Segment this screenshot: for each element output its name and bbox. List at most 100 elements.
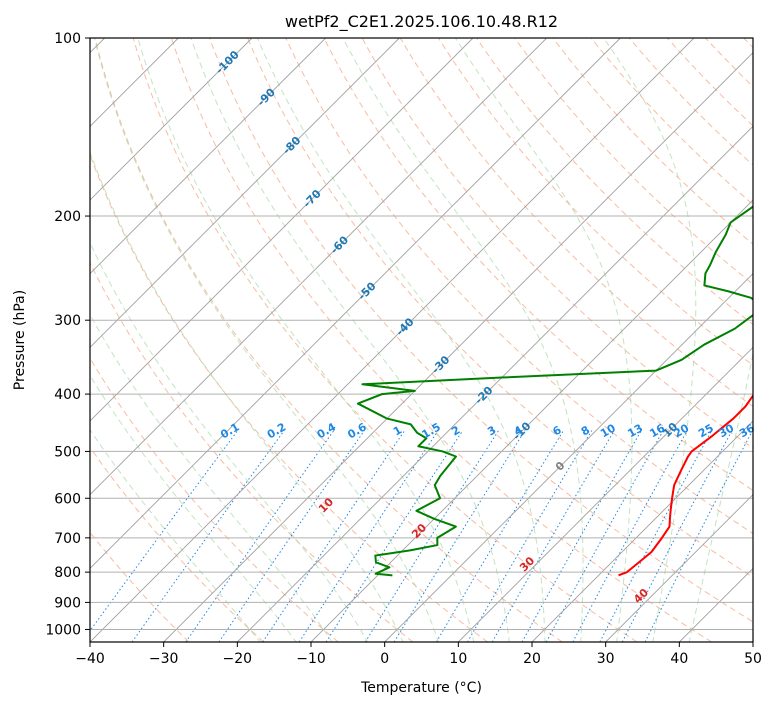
dry-adiabat-line	[743, 38, 753, 49]
mixing-ratio-label: 0.2	[265, 420, 288, 441]
x-tick-label: 0	[380, 651, 389, 667]
dry-adiabat-line	[590, 38, 753, 206]
mixing-ratio-label: 0.1	[218, 420, 241, 441]
y-tick-label: 1000	[45, 622, 81, 638]
moist-adiabat-line	[90, 313, 333, 642]
isotherm-line	[605, 494, 753, 642]
temperature-profile-line	[618, 393, 753, 577]
x-tick-label: 20	[523, 651, 541, 667]
mixing-ratio-line	[364, 430, 499, 642]
plot-frame	[89, 37, 754, 643]
dry-adiabat-line	[438, 38, 753, 366]
isotherm-line	[90, 38, 621, 569]
y-tick-label: 400	[54, 387, 81, 403]
isotherm-line	[90, 38, 326, 275]
moist-adiabat-line	[90, 374, 297, 642]
isotherm-line	[458, 346, 753, 642]
mixing-ratio-label: 0.4	[315, 420, 339, 441]
isotherm-line	[90, 38, 695, 642]
mixing-ratio-line	[467, 430, 593, 642]
dry-adiabat-line	[170, 38, 712, 642]
isotherm-line	[90, 38, 400, 348]
dry-adiabat-line	[399, 38, 753, 408]
dry-adiabat-line	[476, 38, 753, 326]
dry-adiabat-line	[705, 38, 753, 88]
mixing-ratio-line	[599, 430, 713, 642]
y-tick-label: 600	[54, 491, 81, 507]
chart-title: wetPf2_C2E1.2025.106.10.48.R12	[285, 12, 558, 32]
x-tick-label: −40	[75, 651, 105, 667]
dry-adiabat-label: 40	[631, 586, 651, 606]
moist-adiabat-line	[190, 38, 510, 642]
mixing-ratio-label: 13	[625, 421, 645, 440]
mixing-ratio-line	[491, 430, 615, 642]
mixing-ratio-line	[90, 430, 239, 632]
moist-adiabat-line	[90, 150, 404, 642]
dry-adiabat-line	[247, 38, 753, 578]
moist-adiabat-line	[454, 38, 633, 642]
mixing-ratio-label: 6	[550, 423, 563, 438]
mixing-ratio-label: 1.5	[419, 420, 442, 441]
isotherm-line	[531, 420, 753, 642]
moist-adiabat-line	[137, 38, 475, 642]
dry-adiabat-line	[667, 38, 753, 127]
dry-adiabat-line	[90, 357, 339, 642]
isotherm-line	[384, 273, 753, 642]
mixing-ratio-line	[572, 430, 688, 642]
dry-adiabat-line	[90, 531, 190, 642]
moist-adiabat-line	[90, 428, 261, 642]
y-tick-label: 700	[54, 531, 81, 547]
dry-adiabat-line	[94, 38, 563, 642]
mixing-ratio-line	[185, 430, 335, 642]
dry-adiabat-line	[323, 38, 753, 492]
isotherm-line	[90, 38, 253, 201]
y-tick-label: 900	[54, 595, 81, 611]
isotherm-line	[752, 641, 753, 642]
dry-adiabat-line	[285, 38, 753, 535]
mixing-ratio-label: 0.6	[345, 420, 369, 441]
y-tick-label: 100	[54, 31, 81, 47]
y-tick-label: 500	[54, 444, 81, 460]
mixing-ratio-line	[521, 430, 642, 642]
y-axis-label: Pressure (hPa)	[12, 290, 28, 390]
x-tick-label: −10	[296, 651, 326, 667]
y-tick-label: 800	[54, 565, 81, 581]
y-tick-label: 300	[54, 313, 81, 329]
mixing-ratio-label: 10	[598, 421, 618, 440]
mixing-ratio-line	[435, 430, 564, 642]
moist-adiabat-line	[93, 38, 439, 642]
x-tick-label: 30	[597, 651, 615, 667]
moist-adiabat-line	[688, 351, 753, 642]
isotherm-line	[163, 52, 753, 642]
mixing-ratio-line	[644, 430, 753, 642]
mixing-ratio-line	[131, 430, 285, 642]
mixing-ratio-label: 2	[449, 423, 462, 438]
x-tick-label: 50	[744, 651, 762, 667]
moist-adiabat-line	[603, 38, 697, 642]
mixing-ratio-label: 30	[716, 421, 736, 440]
dry-adiabat-line	[132, 38, 638, 642]
moist-adiabat-line	[90, 241, 369, 642]
dry-adiabat-line	[628, 38, 753, 166]
dry-adiabat-line	[514, 38, 753, 285]
mixing-ratio-label: 36	[737, 421, 757, 440]
moist-adiabat-line	[342, 38, 584, 642]
mixing-ratio-label: 3	[485, 423, 498, 438]
dry-adiabat-line	[209, 38, 753, 623]
dry-adiabat-line	[552, 38, 753, 245]
isotherm-line	[90, 38, 547, 496]
isotherm-line	[90, 38, 474, 422]
dry-adiabat-label: 30	[517, 554, 537, 574]
dry-adiabat-line	[90, 153, 488, 642]
x-tick-label: 10	[449, 651, 467, 667]
isotherm-line	[237, 125, 753, 642]
dry-adiabat-line	[90, 261, 414, 642]
mixing-ratio-label: 16	[647, 421, 667, 440]
mixing-ratio-line	[621, 430, 733, 642]
x-tick-label: 40	[670, 651, 688, 667]
moist-adiabat-line	[256, 38, 546, 642]
mixing-ratio-line	[325, 430, 464, 642]
x-axis-label: Temperature (°C)	[360, 680, 482, 696]
isotherm-line	[310, 199, 753, 642]
